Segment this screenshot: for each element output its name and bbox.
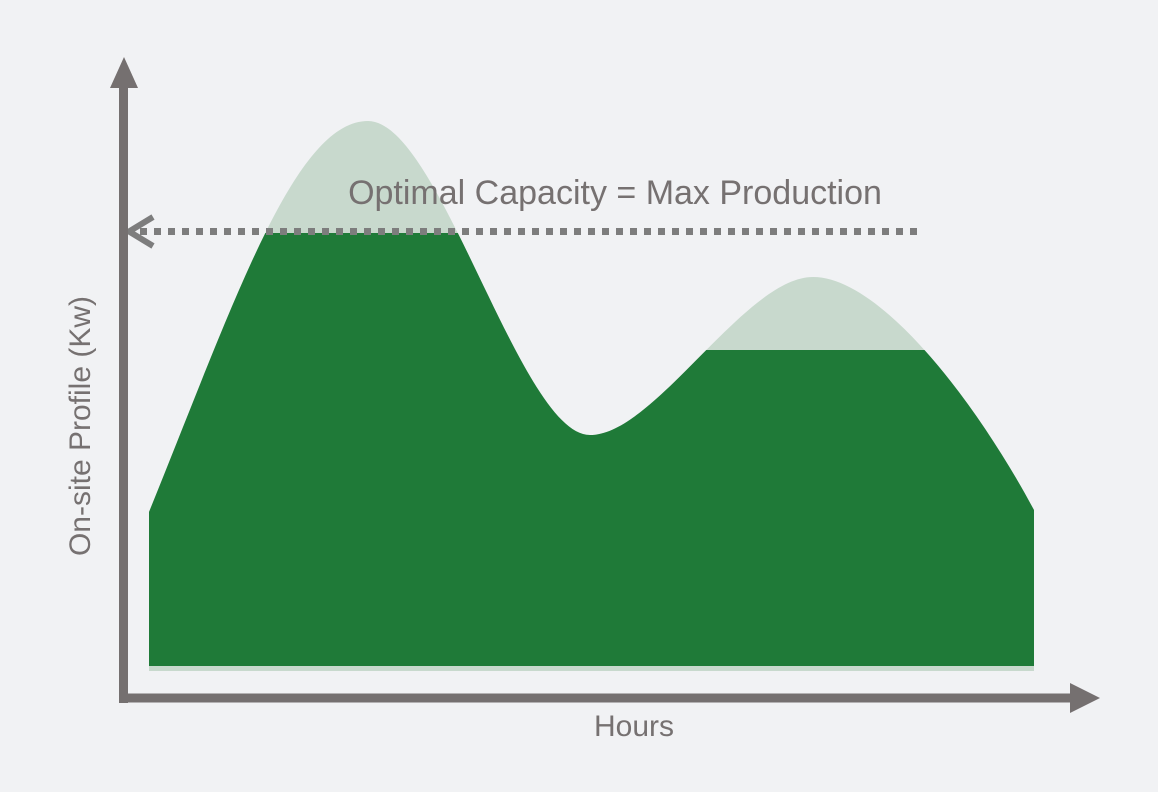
capacity-line-left-arrow-icon <box>123 214 155 249</box>
y-axis-label: On-site Profile (Kw) <box>64 295 97 557</box>
x-axis-arrowhead-icon <box>1070 683 1100 713</box>
x-axis-label: Hours <box>593 710 675 743</box>
capacity-annotation-label: Optimal Capacity = Max Production <box>348 174 882 212</box>
y-axis-line <box>119 86 128 703</box>
x-axis-line <box>119 693 1072 703</box>
production-curve-capped-area <box>149 233 1034 666</box>
y-axis-arrowhead-icon <box>110 57 138 88</box>
